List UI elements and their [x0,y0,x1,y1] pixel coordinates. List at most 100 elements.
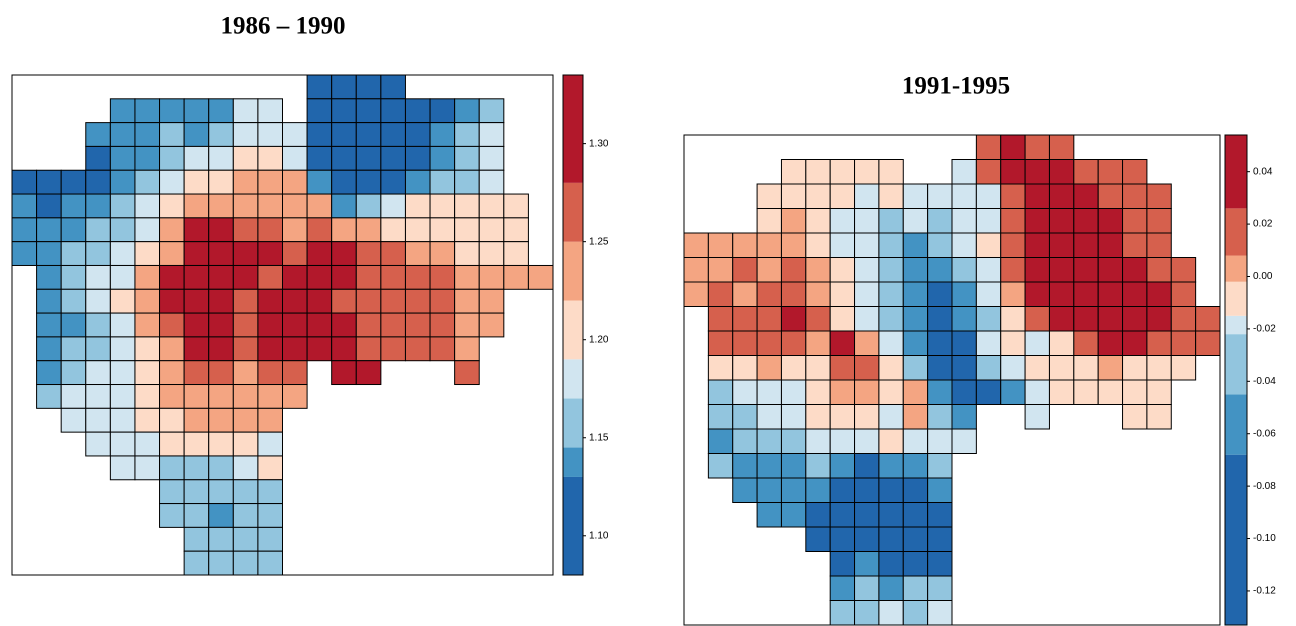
grid-cell [732,330,758,356]
grid-cell [257,503,283,528]
grid-cell [854,208,880,234]
grid-cell [404,241,431,266]
grid-cell [232,503,259,528]
grid-cell [707,257,734,283]
grid-cell [232,455,259,481]
grid-cell [805,379,831,405]
grid-cell [232,193,259,219]
grid-cell [1146,183,1172,209]
grid-cell [1170,281,1197,307]
grid-cell [829,526,856,552]
grid-cell [232,122,259,147]
grid-cell [854,281,880,307]
grid-cell [1048,281,1075,307]
grid-cell [805,526,831,552]
grid-cell [1073,281,1099,307]
grid-cell [183,264,210,290]
grid-cell [232,312,259,338]
grid-cell [404,336,431,362]
grid-cell [306,122,333,147]
grid-cell [60,193,87,219]
grid-cell [780,208,807,234]
grid-cell [109,122,136,147]
grid-cell [183,145,210,171]
grid-cell [1097,208,1124,234]
grid-cell [829,502,856,528]
grid-cell [232,217,259,243]
grid-cell [159,193,185,219]
grid-cell [878,526,904,552]
grid-cell [780,232,807,258]
grid-cell [429,241,456,266]
map-frame [11,74,554,576]
grid-cell [756,379,782,405]
grid-cell [1097,330,1124,356]
grid-cell [109,169,136,195]
legend-tick-label: -0.12 [1253,586,1276,597]
grid-cell [902,575,929,601]
grid-cell [85,264,111,290]
grid-cell [1146,355,1172,381]
grid-cell [878,502,904,528]
grid-cell [927,281,953,307]
grid-cell [780,330,807,356]
grid-cell [756,355,782,381]
grid-cell [902,208,929,234]
grid-cell [927,379,953,405]
grid-cell [454,217,480,243]
grid-cell [36,264,62,290]
grid-cell [951,232,977,258]
grid-cell [232,384,259,409]
grid-cell [951,257,977,283]
grid-cell [257,241,283,266]
grid-cell [109,431,136,457]
grid-cell [927,453,953,479]
grid-cell [975,208,1002,234]
grid-cell [183,503,210,528]
grid-cell [854,428,880,454]
grid-cell [404,98,431,124]
legend-tick-label: -0.10 [1253,533,1276,544]
grid-cell [780,428,807,454]
grid-cell [878,183,904,209]
grid-cell [927,575,953,601]
grid-cell [85,312,111,338]
grid-cell [1097,257,1124,283]
grid-cell [404,312,431,338]
grid-cell [134,193,161,219]
grid-cell [780,281,807,307]
grid-cell [380,74,406,100]
grid-cell [951,281,977,307]
grid-cell [1024,281,1050,307]
grid-cell [232,241,259,266]
grid-cell [1024,183,1050,209]
grid-cell [1073,257,1099,283]
grid-cell [183,455,210,481]
grid-cell [975,257,1002,283]
grid-cell [1000,232,1026,258]
grid-cell [36,169,62,195]
grid-cell [1097,183,1124,209]
grid-cell [1048,257,1075,283]
grid-cell [902,600,929,626]
grid-cell [1097,232,1124,258]
grid-cell [159,479,185,505]
grid-cell [134,431,161,457]
grid-cell [208,145,234,171]
grid-cell [134,360,161,386]
grid-cell [1000,257,1026,283]
grid-cell [306,74,333,100]
grid-cell [780,379,807,405]
grid-cell [183,526,210,552]
grid-cell [109,98,136,124]
grid-cell [805,330,831,356]
grid-cell [36,193,62,219]
grid-cell [1195,330,1221,356]
grid-cell [429,312,456,338]
grid-cell [975,379,1002,405]
grid-cell [878,477,904,503]
grid-cell [257,479,283,505]
grid-cell [756,257,782,283]
grid-cell [927,428,953,454]
grid-cell [805,502,831,528]
